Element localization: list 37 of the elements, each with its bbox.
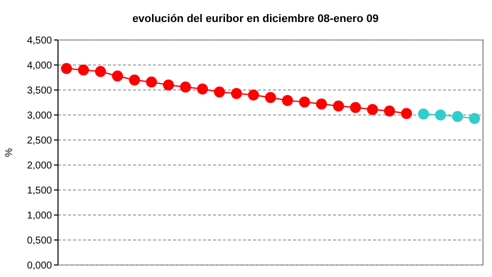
point (265, 92, 276, 103)
y-tick-label: 2,500 (26, 136, 52, 146)
point (197, 84, 208, 94)
point (61, 63, 72, 74)
y-tick-label: 3,500 (26, 86, 52, 96)
point (469, 113, 480, 124)
point (384, 106, 395, 116)
point (112, 70, 123, 82)
point (401, 108, 412, 119)
y-tick-label: 4,000 (26, 60, 52, 72)
y-tick-label: 4,500 (26, 36, 52, 46)
y-tick-label: 0,500 (26, 236, 52, 246)
point (435, 110, 446, 120)
point (333, 100, 344, 112)
point (350, 102, 361, 113)
point (418, 108, 429, 120)
y-tick-label: 2,000 (26, 160, 52, 172)
point (316, 98, 327, 110)
point (78, 64, 89, 76)
point (367, 104, 378, 115)
y-tick-label: 1,000 (26, 210, 52, 222)
point (95, 66, 106, 77)
y-tick-label: 3,000 (26, 110, 52, 122)
point (231, 88, 242, 99)
point (163, 80, 174, 90)
point (180, 82, 191, 92)
point (452, 111, 463, 122)
point (214, 86, 225, 98)
y-axis-title: % (4, 148, 15, 157)
point (146, 76, 157, 88)
point (129, 74, 140, 86)
point (248, 90, 259, 100)
y-tick-label: 1,500 (26, 186, 52, 196)
point (299, 96, 310, 108)
point (282, 95, 293, 106)
chart-title: evolución del euribor en diciembre 08-enero 09 (132, 13, 379, 25)
y-tick-label: 0,000 (26, 260, 52, 272)
